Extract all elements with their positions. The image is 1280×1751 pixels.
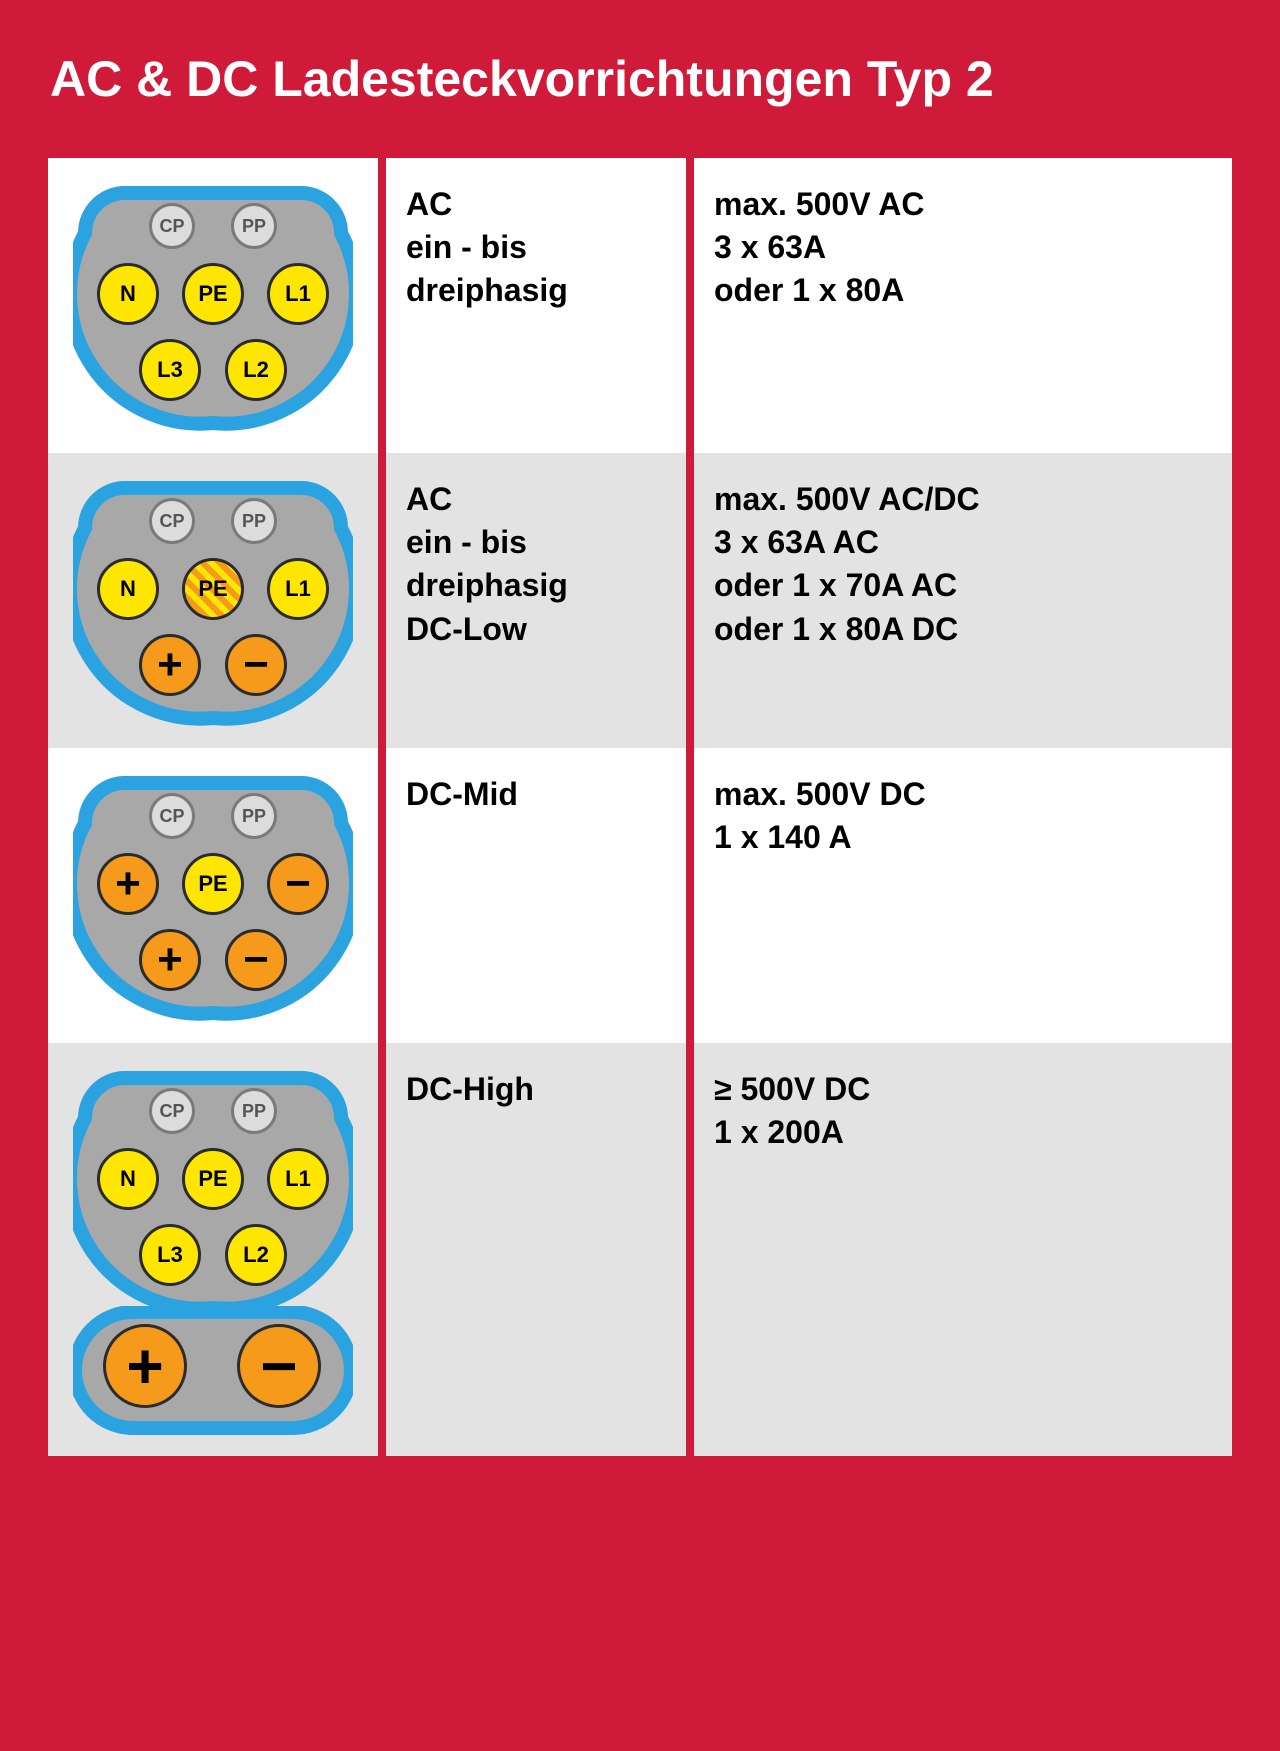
cell-spec: max. 500V AC 3 x 63A oder 1 x 80A	[694, 158, 1232, 453]
pin-pp: PP	[231, 498, 277, 544]
type-text: AC ein - bis dreiphasig	[406, 183, 666, 313]
cell-type: DC-High	[386, 1043, 686, 1456]
cell-diagram: CP PP N PE L1 +−	[48, 453, 378, 748]
pin-n: N	[97, 1148, 159, 1210]
connector-diagram: CP PP N PE L1 L3 L2 + −	[73, 1058, 353, 1436]
pin-cp: CP	[149, 793, 195, 839]
cell-diagram: CP PP N PE L1 L3 L2	[48, 158, 378, 453]
connector-diagram: CPPP+PE−+−	[73, 763, 353, 1023]
page: AC & DC Ladesteckvorrichtungen Typ 2 CP P…	[0, 0, 1280, 1506]
pin-l2: L2	[225, 1224, 287, 1286]
pin-pp: PP	[231, 203, 277, 249]
table-row: CPPP+PE−+− DC-Mid max. 500V DC 1 x 140 A	[48, 748, 1232, 1043]
pin-l3: +	[139, 929, 201, 991]
connector-shell: CP PP N PE L1 L3 L2	[73, 1058, 353, 1318]
type-text: AC ein - bis dreiphasig DC-Low	[406, 478, 666, 651]
pin-l2: −	[225, 634, 287, 696]
pin-pe: PE	[182, 1148, 244, 1210]
ccs-pin-minus: −	[237, 1324, 321, 1408]
spec-text: ≥ 500V DC 1 x 200A	[714, 1068, 1212, 1154]
ccs-extension: + −	[73, 1306, 353, 1436]
connector-diagram: CP PP N PE L1 +−	[73, 468, 353, 728]
cell-spec: max. 500V DC 1 x 140 A	[694, 748, 1232, 1043]
spec-text: max. 500V DC 1 x 140 A	[714, 773, 1212, 859]
pin-pe: PE	[182, 263, 244, 325]
pin-l1: −	[267, 853, 329, 915]
pin-n: +	[97, 853, 159, 915]
cell-type: AC ein - bis dreiphasig DC-Low	[386, 453, 686, 748]
ccs-pin-plus: +	[103, 1324, 187, 1408]
cell-spec: ≥ 500V DC 1 x 200A	[694, 1043, 1232, 1456]
pin-l3: +	[139, 634, 201, 696]
table-row: CP PP N PE L1 +− AC ein - bis dreiphasig DC-L…	[48, 453, 1232, 748]
cell-diagram: CPPP+PE−+−	[48, 748, 378, 1043]
pin-cp: CP	[149, 203, 195, 249]
spec-text: max. 500V AC 3 x 63A oder 1 x 80A	[714, 183, 1212, 313]
connector-diagram: CP PP N PE L1 L3 L2	[73, 173, 353, 433]
cell-diagram: CP PP N PE L1 L3 L2 + −	[48, 1043, 378, 1456]
cell-spec: max. 500V AC/DC 3 x 63A AC oder 1 x 70A …	[694, 453, 1232, 748]
pin-n: N	[97, 558, 159, 620]
connector-table: CP PP N PE L1 L3 L2 AC ein - bis dreiphasig ma…	[40, 158, 1240, 1456]
connector-shell: CP PP N PE L1 L3 L2	[73, 173, 353, 433]
pin-cp: CP	[149, 498, 195, 544]
pin-l1: L1	[267, 1148, 329, 1210]
table-row: CP PP N PE L1 L3 L2 AC ein - bis dreiphasig ma…	[48, 158, 1232, 453]
pin-n: N	[97, 263, 159, 325]
type-text: DC-High	[406, 1068, 666, 1111]
connector-shell: CP PP N PE L1 +−	[73, 468, 353, 728]
page-title: AC & DC Ladesteckvorrichtungen Typ 2	[50, 50, 1240, 108]
pin-pe: PE	[182, 853, 244, 915]
pin-pp: PP	[231, 793, 277, 839]
pin-l1: L1	[267, 263, 329, 325]
pin-l3: L3	[139, 339, 201, 401]
pin-cp: CP	[149, 1088, 195, 1134]
table-row: CP PP N PE L1 L3 L2 + − DC-High ≥ 500V DC 1 x …	[48, 1043, 1232, 1456]
pin-l2: L2	[225, 339, 287, 401]
type-text: DC-Mid	[406, 773, 666, 816]
pin-pp: PP	[231, 1088, 277, 1134]
cell-type: DC-Mid	[386, 748, 686, 1043]
cell-type: AC ein - bis dreiphasig	[386, 158, 686, 453]
spec-text: max. 500V AC/DC 3 x 63A AC oder 1 x 70A …	[714, 478, 1212, 651]
connector-shell: CPPP+PE−+−	[73, 763, 353, 1023]
pin-l2: −	[225, 929, 287, 991]
pin-l3: L3	[139, 1224, 201, 1286]
pin-pe: PE	[182, 558, 244, 620]
pin-l1: L1	[267, 558, 329, 620]
